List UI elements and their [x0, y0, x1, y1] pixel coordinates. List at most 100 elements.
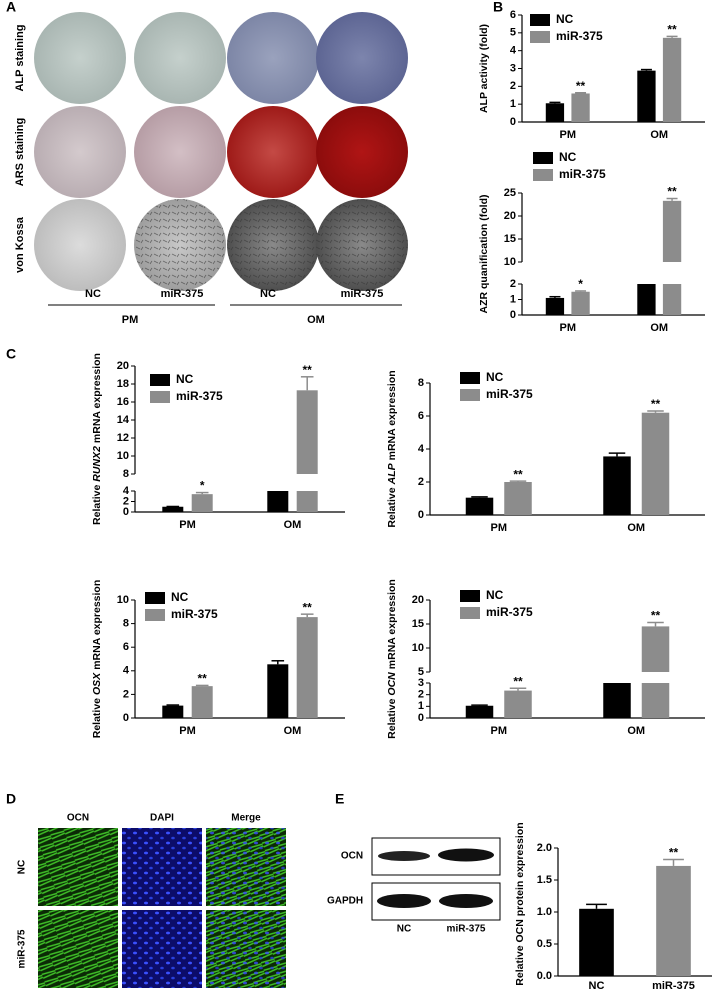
legend-label: NC [171, 590, 189, 604]
y-tick-label: 6 [510, 9, 516, 21]
y-tick-label: 2 [418, 476, 424, 488]
legend-label: miR-375 [486, 605, 533, 619]
y-tick-label: 1 [418, 700, 424, 712]
bar [504, 690, 532, 718]
x-tick-label: OM [284, 519, 302, 531]
fluorescence-images [38, 828, 286, 988]
y-axis-label-part: Relative [91, 485, 103, 525]
x-tick-label: PM [491, 725, 508, 737]
legend-swatch [460, 372, 480, 384]
bar [465, 497, 494, 515]
x-tick-label: PM [179, 519, 196, 531]
y-tick-label: 20 [504, 210, 516, 222]
x-tick-label: OM [650, 322, 668, 334]
bar [662, 200, 682, 262]
y-tick-label: 10 [117, 450, 129, 462]
x-tick-label: PM [179, 725, 196, 737]
bar [267, 491, 289, 512]
significance-label: ** [667, 23, 677, 37]
y-tick-label: 6 [418, 410, 424, 422]
y-tick-label: 8 [418, 377, 424, 389]
y-axis-label-part: OCN [386, 672, 398, 696]
y-tick-label: 0 [510, 309, 516, 321]
y-tick-label: 2 [418, 689, 424, 701]
y-tick-label: 25 [504, 187, 516, 199]
bar [504, 482, 532, 515]
y-axis-label: Relative OSX mRNA expression [91, 580, 103, 739]
bar [662, 284, 682, 315]
legend-label: miR-375 [559, 167, 606, 181]
y-tick-label: 2 [510, 278, 516, 290]
column-label: Merge [231, 813, 261, 824]
row-label: NC [17, 860, 28, 874]
panel-label: E [335, 791, 344, 807]
bar [545, 297, 565, 315]
bar [191, 686, 213, 718]
column-label: NC [397, 924, 411, 935]
legend-label: NC [176, 372, 194, 386]
row-label: miR-375 [17, 929, 28, 968]
column-label: miR-375 [447, 924, 486, 935]
y-axis-label: Relative OCN mRNA expression [386, 579, 398, 739]
y-tick-label: 16 [117, 396, 129, 408]
significance-label: ** [667, 185, 677, 199]
y-tick-label: 5 [418, 666, 424, 678]
bar [571, 93, 590, 122]
y-tick-label: 20 [117, 360, 129, 372]
y-tick-label: 4 [418, 443, 425, 455]
bar [465, 705, 494, 718]
column-label: DAPI [150, 813, 174, 824]
y-tick-label: 1.0 [537, 906, 552, 918]
y-tick-label: 15 [412, 618, 424, 630]
y-tick-label: 0 [510, 116, 516, 128]
bar [603, 683, 631, 718]
bar [267, 664, 289, 718]
x-tick-label: PM [560, 322, 577, 334]
bar [296, 491, 318, 512]
row-label: von Kossa [14, 216, 26, 273]
y-tick-label: 20 [412, 594, 424, 606]
bar [162, 506, 184, 512]
panel-label: D [6, 791, 16, 807]
legend-swatch [460, 607, 480, 619]
bar [641, 683, 670, 718]
x-tick-label: OM [627, 522, 645, 534]
bar [191, 494, 213, 512]
western-blot [371, 837, 501, 921]
y-axis-label-part: mRNA expression [91, 353, 103, 443]
x-tick-label: OM [284, 725, 302, 737]
legend-label: NC [486, 370, 504, 384]
row-label: OCN [341, 851, 363, 862]
panel-label: C [6, 346, 16, 362]
significance-label: * [578, 277, 583, 291]
significance-label: * [200, 479, 205, 493]
y-axis-label: Relative OCN protein expression [514, 822, 526, 985]
y-tick-label: 3 [418, 677, 424, 689]
panel-label: B [493, 0, 503, 15]
bar [637, 70, 656, 122]
x-tick-label: miR-375 [652, 980, 695, 992]
y-tick-label: 0 [123, 506, 129, 518]
bar [603, 456, 631, 515]
y-tick-label: 8 [123, 468, 129, 480]
bar [656, 865, 691, 976]
y-tick-label: 4 [510, 45, 517, 57]
panel-label: A [6, 0, 16, 15]
y-tick-label: 3 [510, 62, 516, 74]
y-tick-label: 8 [123, 618, 129, 630]
column-label: NC [260, 288, 276, 300]
bar [637, 284, 656, 315]
y-tick-label: 10 [504, 256, 516, 268]
y-tick-label: 4 [123, 665, 130, 677]
bar [662, 37, 682, 122]
significance-label: ** [513, 467, 523, 481]
significance-label: ** [669, 846, 679, 860]
y-axis-label: AZR quanification (fold) [478, 195, 490, 314]
row-label: ARS staining [14, 118, 26, 186]
y-axis-label-part: Relative [91, 698, 103, 738]
significance-label: ** [198, 672, 208, 686]
y-axis-label-part: OSX [91, 672, 103, 695]
y-tick-label: 2 [510, 80, 516, 92]
y-axis-label: ALP activity (fold) [478, 24, 490, 113]
y-tick-label: 2.0 [537, 842, 552, 854]
